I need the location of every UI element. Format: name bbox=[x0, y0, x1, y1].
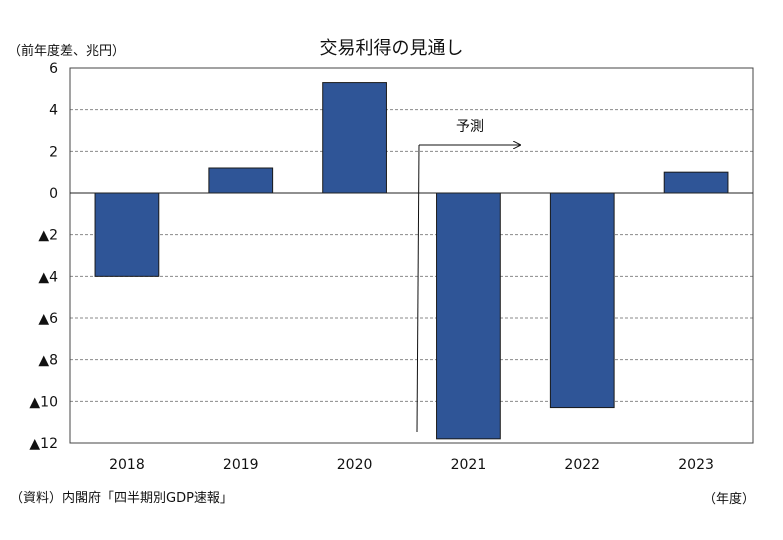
gridlines bbox=[70, 109, 753, 402]
y-tick-label: ▲8 bbox=[38, 353, 58, 369]
plot-frame bbox=[69, 67, 754, 444]
y-tick-labels: 6 4 2 0 ▲2 ▲4 ▲6 ▲8 ▲10 ▲12 bbox=[29, 61, 58, 452]
bar-2018 bbox=[94, 192, 160, 277]
x-tick-labels: 2018 2019 2020 2021 2022 2023 bbox=[109, 457, 714, 473]
forecast-annotation: 予測 bbox=[416, 119, 520, 433]
y-tick-label: ▲4 bbox=[38, 269, 58, 285]
bar-2020 bbox=[322, 82, 387, 194]
x-tick-label: 2023 bbox=[678, 457, 714, 473]
source-note: （資料）内閣府「四半期別GDP速報」 bbox=[10, 491, 233, 506]
y-tick-label: 4 bbox=[49, 103, 58, 119]
y-tick-label: 2 bbox=[49, 144, 58, 160]
x-axis-unit-label: （年度） bbox=[703, 492, 756, 507]
x-tick-label: 2021 bbox=[451, 457, 487, 473]
bar-2019 bbox=[208, 167, 274, 194]
y-tick-label: 6 bbox=[49, 61, 58, 77]
bars bbox=[94, 82, 729, 440]
forecast-divider-line bbox=[416, 144, 420, 433]
y-tick-label: ▲12 bbox=[29, 436, 58, 452]
forecast-label: 予測 bbox=[456, 119, 484, 135]
bar-2022 bbox=[549, 192, 615, 409]
x-tick-label: 2019 bbox=[223, 457, 259, 473]
x-tick-label: 2018 bbox=[109, 457, 145, 473]
y-tick-label: 0 bbox=[49, 186, 58, 202]
y-tick-label: ▲2 bbox=[38, 228, 58, 244]
bar-2021 bbox=[436, 192, 501, 440]
y-axis-unit-label: （前年度差、兆円） bbox=[8, 44, 126, 59]
y-tick-label: ▲6 bbox=[38, 311, 58, 327]
x-tick-label: 2020 bbox=[337, 457, 373, 473]
chart-title: 交易利得の見通し bbox=[319, 38, 464, 59]
x-tick-label: 2022 bbox=[564, 457, 600, 473]
y-tick-label: ▲10 bbox=[29, 394, 58, 410]
bar-2023 bbox=[663, 171, 729, 194]
